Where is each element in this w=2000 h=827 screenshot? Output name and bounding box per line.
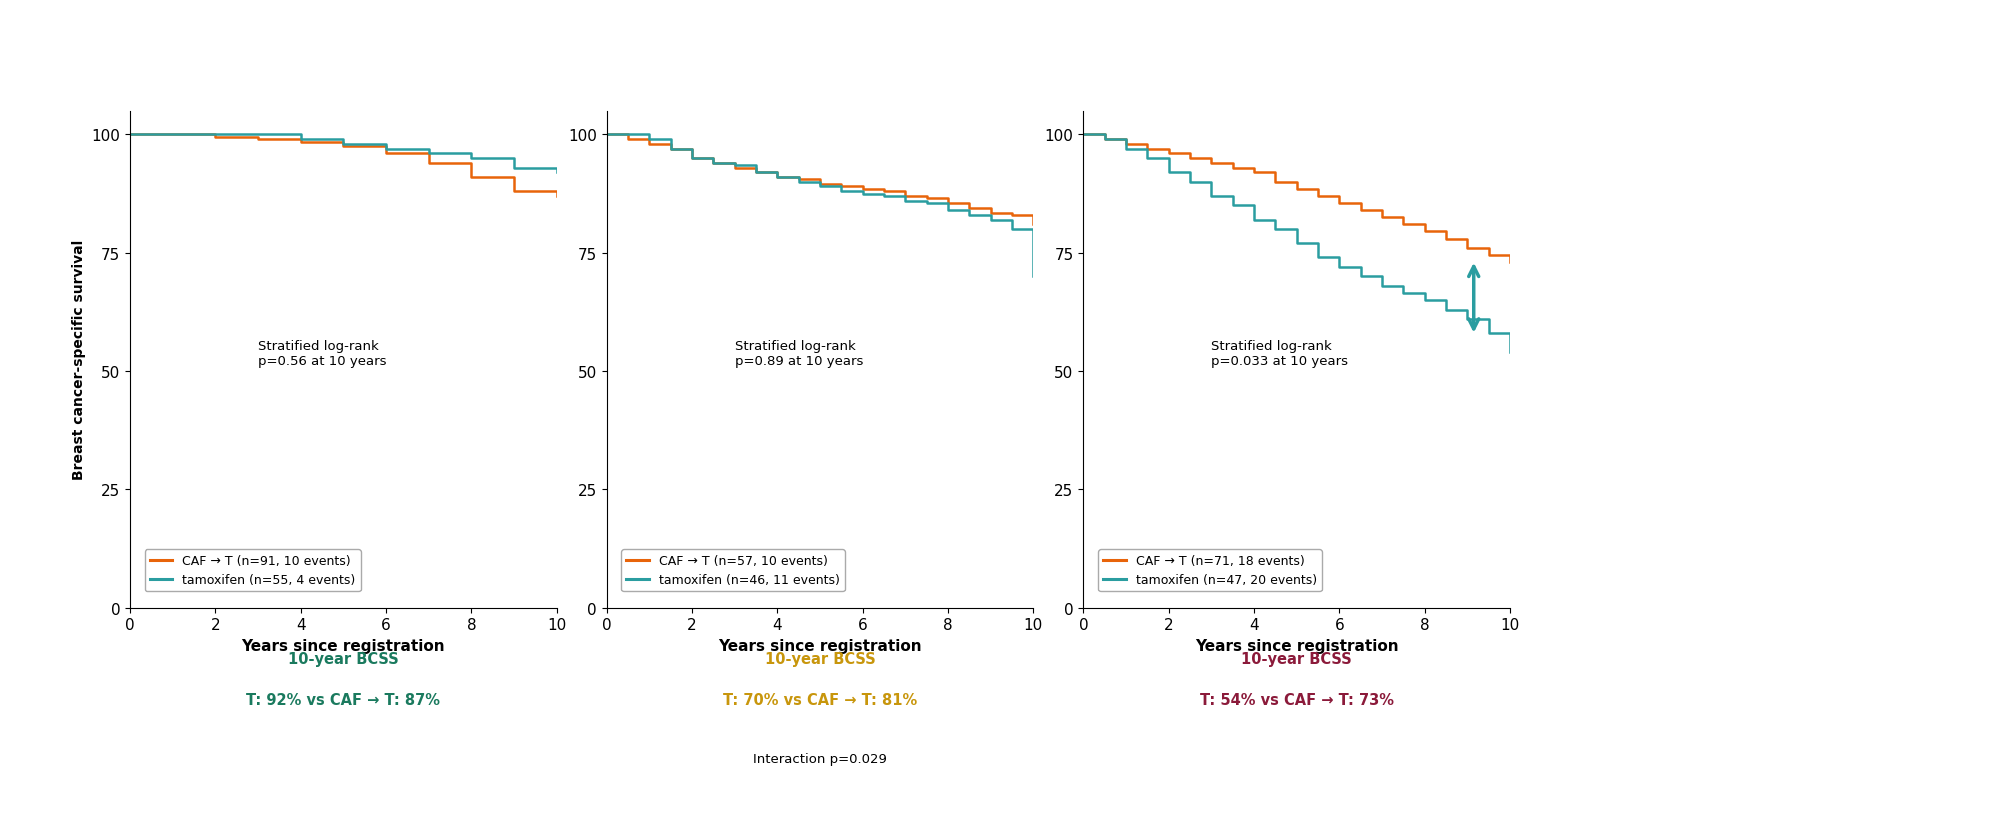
Legend: CAF → T (n=71, 18 events), tamoxifen (n=47, 20 events): CAF → T (n=71, 18 events), tamoxifen (n=… xyxy=(1098,549,1322,591)
Y-axis label: Breast cancer-specific survival: Breast cancer-specific survival xyxy=(72,240,86,480)
Text: 10-year BCSS: 10-year BCSS xyxy=(288,651,398,666)
Text: T: 54% vs CAF → T: 73%: T: 54% vs CAF → T: 73% xyxy=(1200,692,1394,707)
Text: Strong benefit to CAF over time for high
Recurrence Score® result: Strong benefit to CAF over time for high… xyxy=(1154,774,1438,801)
Text: 10-year BCSS: 10-year BCSS xyxy=(764,651,876,666)
Legend: CAF → T (n=57, 10 events), tamoxifen (n=46, 11 events): CAF → T (n=57, 10 events), tamoxifen (n=… xyxy=(622,549,844,591)
Text: Stratified log-rank
p=0.56 at 10 years: Stratified log-rank p=0.56 at 10 years xyxy=(258,340,386,368)
Text: of patients benefit
from
chemotherapy
(CAF) + tamoxifen: of patients benefit from chemotherapy (C… xyxy=(1566,297,1784,433)
Legend: CAF → T (n=91, 10 events), tamoxifen (n=55, 4 events): CAF → T (n=91, 10 events), tamoxifen (n=… xyxy=(144,549,360,591)
Text: 10-year BCSS: 10-year BCSS xyxy=(1242,651,1352,666)
Text: Recurrence Score® results ≥31: Recurrence Score® results ≥31 xyxy=(1154,72,1438,87)
X-axis label: Years since registration: Years since registration xyxy=(1194,638,1398,653)
Text: Stratified log-rank
p=0.033 at 10 years: Stratified log-rank p=0.033 at 10 years xyxy=(1212,340,1348,368)
Text: ~19%: ~19% xyxy=(1566,96,1746,151)
Text: Interaction p=0.029: Interaction p=0.029 xyxy=(754,752,886,765)
X-axis label: Years since registration: Years since registration xyxy=(718,638,922,653)
Text: T: 70% vs CAF → T: 81%: T: 70% vs CAF → T: 81% xyxy=(722,692,918,707)
Text: No benefit to CAF over time
for low Recurrence Score® result: No benefit to CAF over time for low Recu… xyxy=(226,774,460,801)
Text: T: 92% vs CAF → T: 87%: T: 92% vs CAF → T: 87% xyxy=(246,692,440,707)
Text: Stratified log-rank
p=0.89 at 10 years: Stratified log-rank p=0.89 at 10 years xyxy=(734,340,864,368)
Text: Recurrence Score® results 18–30: Recurrence Score® results 18–30 xyxy=(670,72,970,87)
Text: Recurrence Score® results <18: Recurrence Score® results <18 xyxy=(200,72,486,87)
X-axis label: Years since registration: Years since registration xyxy=(242,638,446,653)
